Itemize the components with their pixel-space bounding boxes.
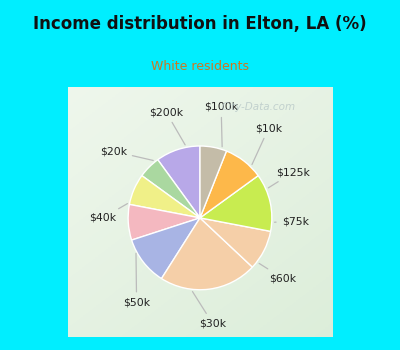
Text: $125k: $125k — [268, 167, 310, 188]
Wedge shape — [158, 146, 200, 218]
Text: $100k: $100k — [204, 102, 238, 147]
Text: $20k: $20k — [100, 146, 153, 160]
Text: $50k: $50k — [123, 253, 150, 307]
Text: City-Data.com: City-Data.com — [221, 102, 295, 112]
Text: Income distribution in Elton, LA (%): Income distribution in Elton, LA (%) — [33, 15, 367, 33]
Text: $75k: $75k — [274, 216, 309, 226]
Wedge shape — [200, 218, 271, 267]
Text: White residents: White residents — [151, 61, 249, 74]
Text: $60k: $60k — [259, 264, 296, 283]
Wedge shape — [129, 176, 200, 218]
Text: $30k: $30k — [192, 292, 226, 329]
Text: $10k: $10k — [252, 123, 282, 164]
Wedge shape — [200, 176, 272, 231]
Wedge shape — [132, 218, 200, 279]
Text: $200k: $200k — [149, 107, 185, 145]
Wedge shape — [162, 218, 252, 290]
Wedge shape — [128, 204, 200, 240]
Wedge shape — [200, 151, 258, 218]
Wedge shape — [142, 160, 200, 218]
Text: $40k: $40k — [89, 204, 128, 223]
Wedge shape — [200, 146, 226, 218]
